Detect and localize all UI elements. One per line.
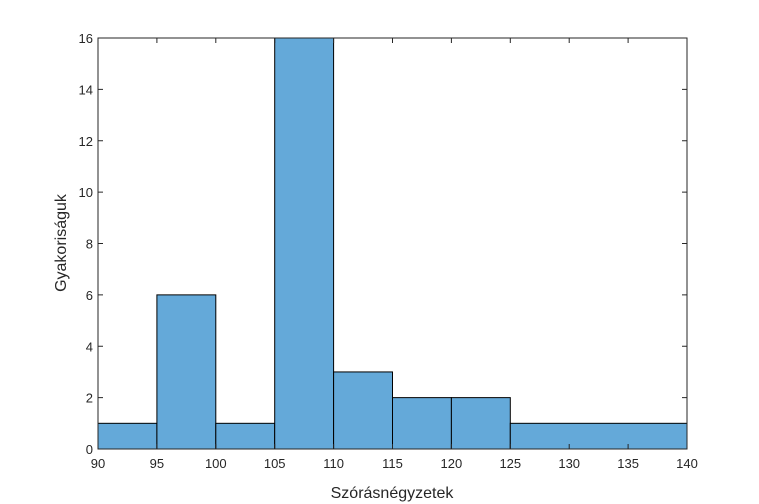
x-tick-label: 100 [205,456,227,471]
x-tick-label: 105 [264,456,286,471]
histogram-bar [509,422,688,450]
histogram-bar [450,397,511,450]
y-axis-ticks: 0 2 4 6 8 10 12 14 16 [79,31,687,457]
x-axis-ticks: 90 95 100 105 110 115 120 125 130 135 140 [91,38,698,471]
x-axis-label: Szórásnégyzetek [331,485,455,502]
y-tick-label: 6 [86,288,93,303]
y-tick-label: 2 [86,391,93,406]
histogram-bar [156,294,217,450]
x-tick-label: 125 [499,456,521,471]
y-axis-label: Gyakoriságuk [53,193,70,292]
x-tick-label: 140 [676,456,698,471]
histogram-bar [215,422,276,450]
x-tick-label: 115 [382,456,403,471]
x-tick-label: 90 [91,456,105,471]
y-tick-label: 14 [79,82,93,97]
y-tick-label: 16 [79,31,93,46]
x-tick-label: 120 [441,456,463,471]
y-tick-label: 12 [79,134,93,149]
y-tick-label: 10 [79,185,93,200]
y-tick-label: 8 [86,237,93,252]
x-tick-label: 110 [323,456,344,471]
y-tick-label: 4 [86,339,93,354]
y-tick-label: 0 [86,442,93,457]
x-tick-label: 130 [558,456,580,471]
x-tick-label: 95 [150,456,164,471]
histogram-bar [333,371,394,450]
histogram-bar [274,37,335,450]
x-tick-label: 135 [617,456,639,471]
bars-group [97,37,688,450]
histogram-bar [392,397,452,450]
histogram-bar [97,422,158,450]
